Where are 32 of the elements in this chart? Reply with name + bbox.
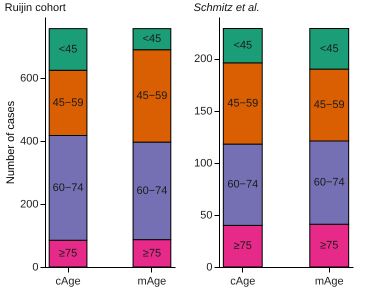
y-tick-label: 0	[206, 262, 212, 274]
chart-title: Ruijin cohort	[4, 2, 66, 14]
text: ≥75	[142, 247, 162, 260]
chart-title: Schmitz et al.	[194, 2, 260, 14]
y-tick-label: 400	[20, 135, 38, 148]
text: 45−59	[314, 99, 345, 112]
series-label: 45−59	[227, 97, 258, 110]
series-label: 60−74	[136, 184, 168, 197]
y-tick-label: 0	[32, 262, 38, 274]
y-tick-label: 50	[200, 209, 212, 222]
series-label: <45	[142, 33, 162, 46]
y-tick-label: 200	[20, 198, 38, 210]
text: <45	[58, 43, 78, 56]
x-tick-label: mAge	[314, 276, 344, 288]
x-tick-label: cAge	[56, 276, 81, 288]
series-label: ≥75	[234, 240, 252, 252]
text: <45	[320, 42, 339, 55]
text: 60−74	[314, 176, 345, 189]
y-tick-label: 150	[194, 105, 212, 118]
series-label: 45−59	[136, 90, 168, 102]
y-tick-label: 200	[194, 53, 212, 66]
text: 45−59	[52, 96, 84, 109]
series-label: 60−74	[227, 178, 258, 191]
y-axis-title: Number of cases	[5, 100, 18, 184]
y-tick-label: 600	[20, 72, 38, 84]
x-tick-label: mAge	[138, 276, 166, 288]
y-tick-label: 100	[194, 157, 212, 170]
text: ≥75	[320, 240, 338, 252]
series-label: ≥75	[58, 248, 78, 260]
series-label: <45	[233, 40, 252, 52]
x-tick-label: cAge	[230, 276, 256, 288]
text: 60−74	[52, 182, 84, 194]
